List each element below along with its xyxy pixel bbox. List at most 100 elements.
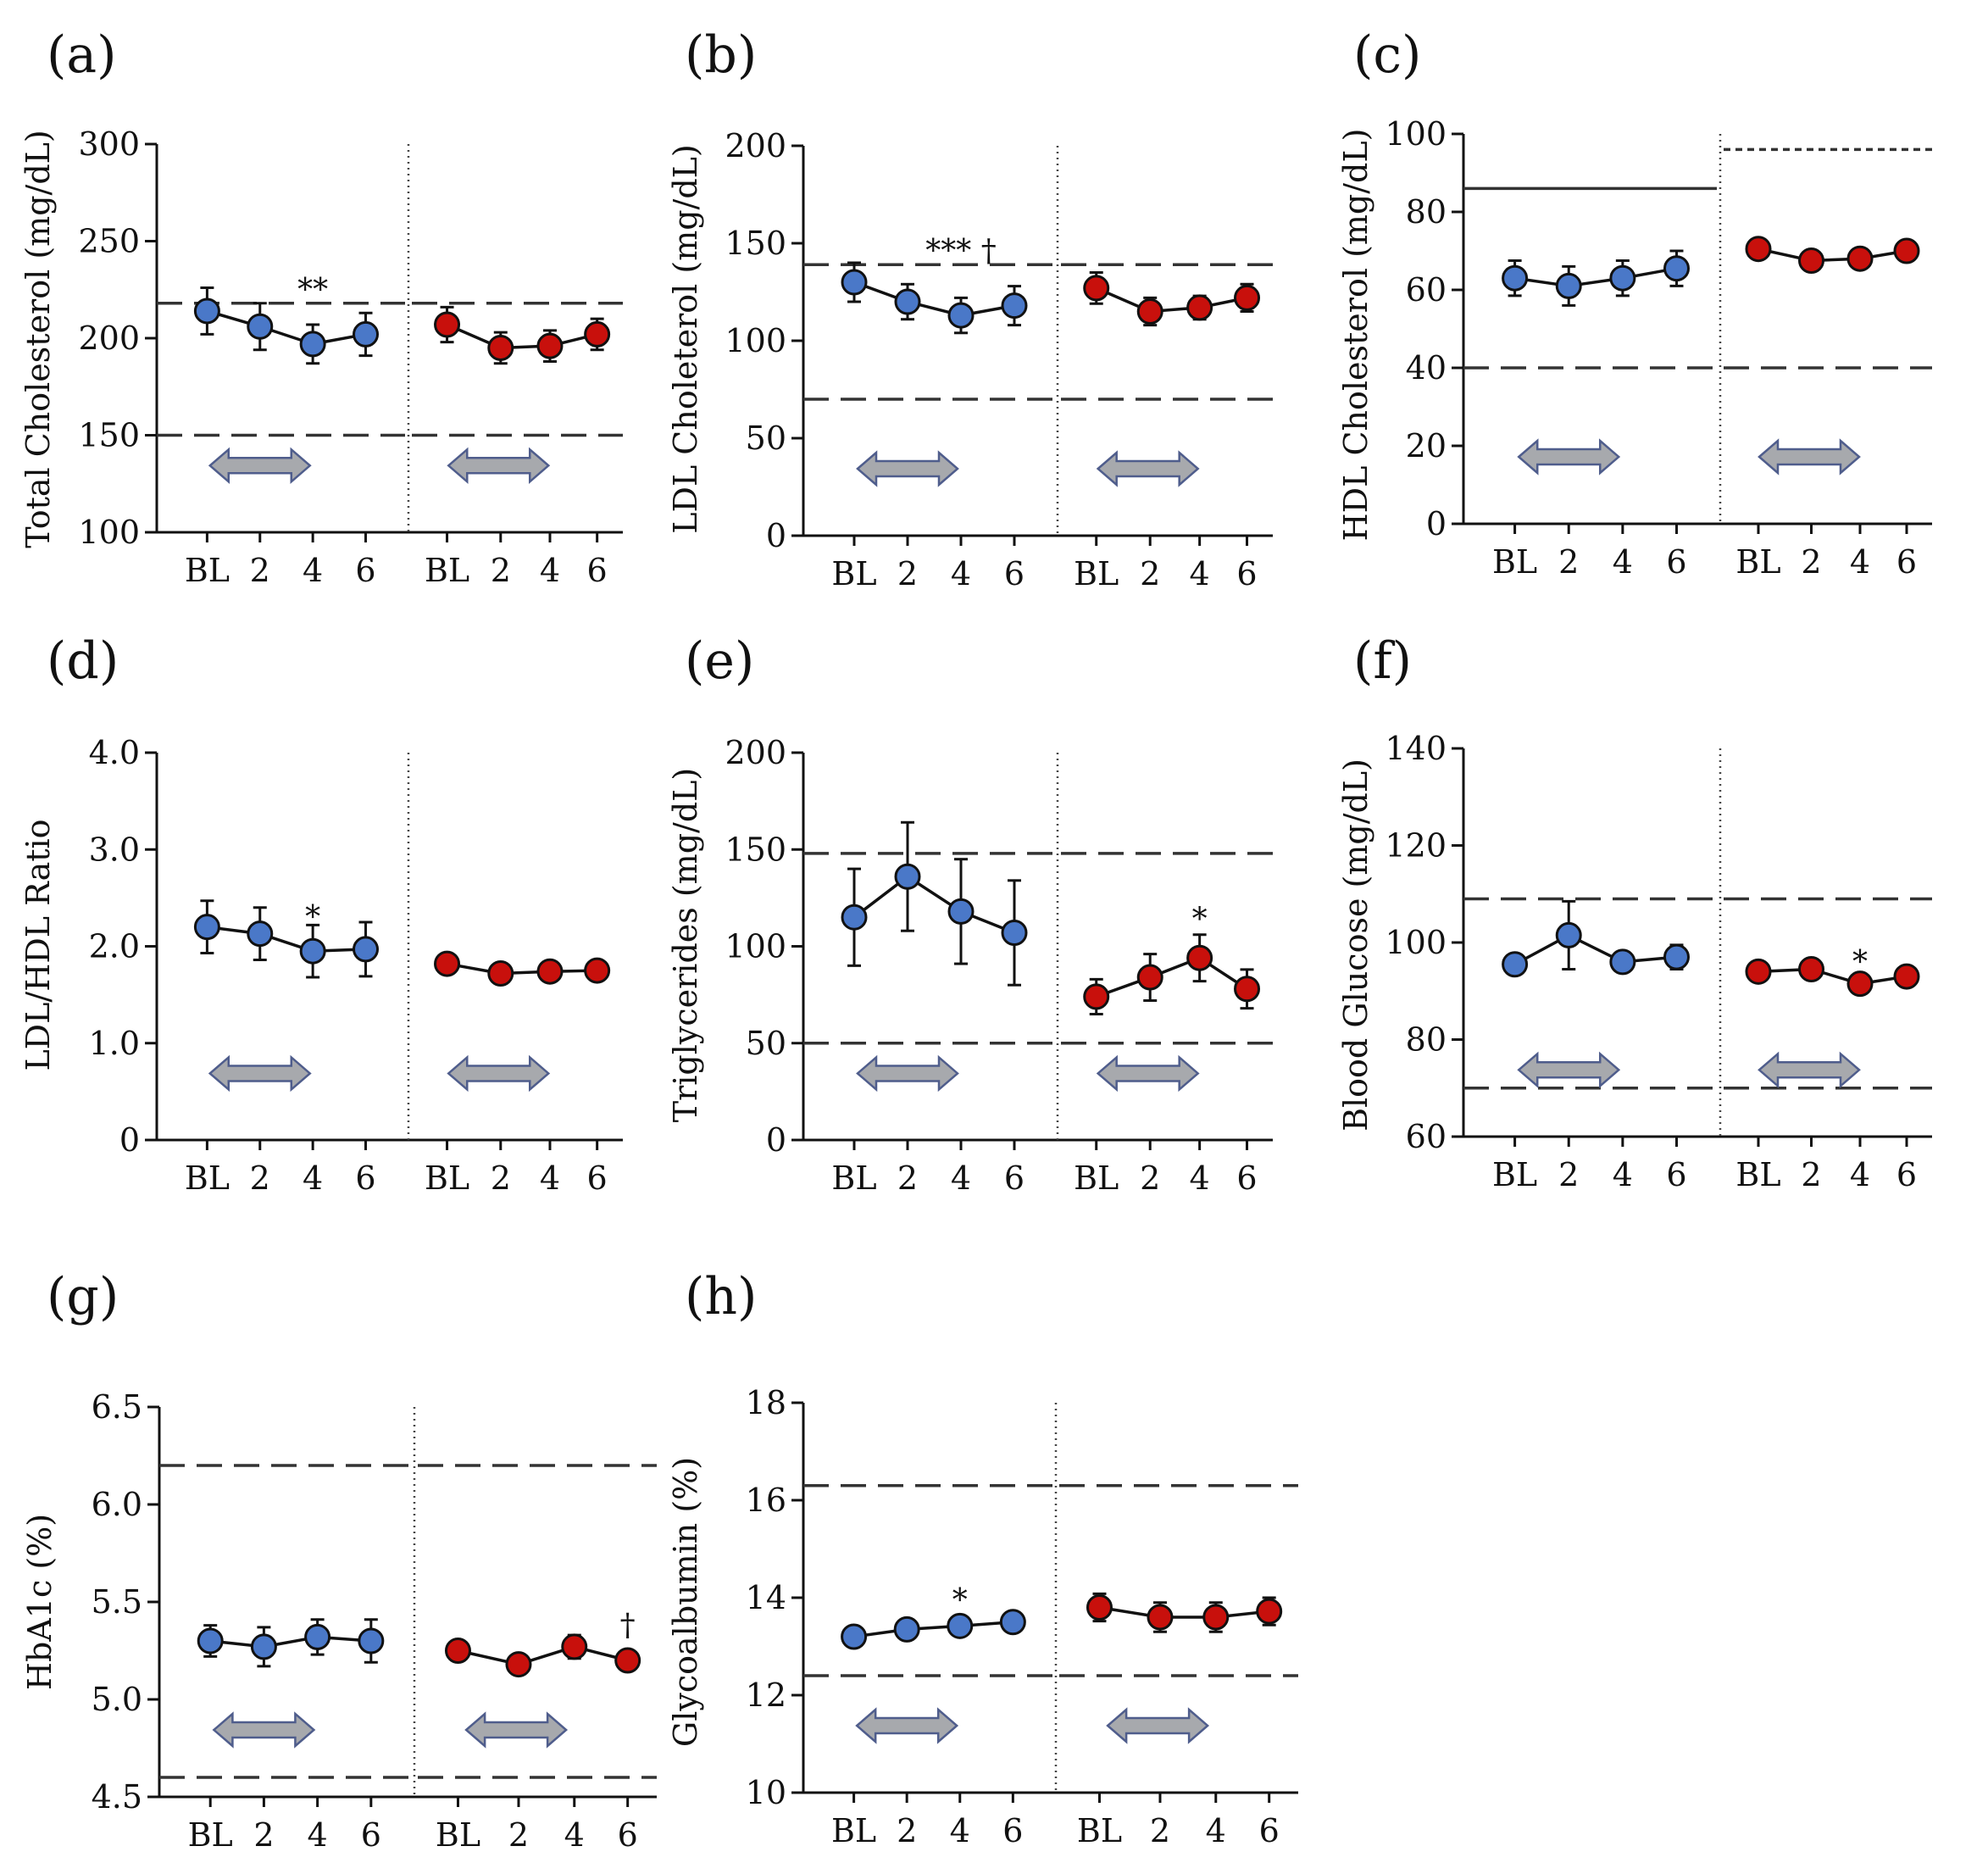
y-tick-label: 1.0 xyxy=(89,1025,140,1062)
series-line xyxy=(853,281,1015,317)
x-tick-label: BL xyxy=(831,1159,876,1197)
data-point xyxy=(841,1623,868,1650)
x-tick-label: BL xyxy=(1077,1812,1122,1849)
x-tick-label: BL xyxy=(1492,543,1537,581)
data-point xyxy=(197,1627,224,1654)
significance-mark: * xyxy=(1852,945,1868,980)
data-point xyxy=(1846,245,1874,272)
x-tick-label: 2 xyxy=(897,1159,918,1197)
data-point xyxy=(1234,976,1261,1003)
series-line xyxy=(1099,1605,1269,1619)
significance-mark: ** xyxy=(297,273,328,308)
series-line xyxy=(1758,247,1907,263)
x-tick-label: 4 xyxy=(951,555,971,592)
x-tick-label: 2 xyxy=(508,1816,529,1854)
series-line xyxy=(1513,933,1677,966)
x-tick-label: 2 xyxy=(897,555,918,592)
x-tick-label: BL xyxy=(185,552,230,589)
y-tick-label: 100 xyxy=(78,514,140,551)
y-tick-label: 100 xyxy=(725,322,786,359)
data-point xyxy=(247,313,274,340)
y-tick-label: 200 xyxy=(78,320,140,357)
y-tick-label: 150 xyxy=(725,225,786,262)
data-point xyxy=(487,959,514,987)
x-tick-label: 6 xyxy=(1259,1812,1280,1849)
data-point xyxy=(1609,948,1636,976)
y-tick-label: 300 xyxy=(78,125,140,163)
y-tick-label: 200 xyxy=(725,127,786,164)
data-point xyxy=(536,332,564,359)
x-tick-label: 4 xyxy=(1850,543,1870,581)
x-tick-label: 6 xyxy=(587,1159,608,1197)
x-tick-label: 2 xyxy=(253,1816,274,1854)
series-line xyxy=(1758,967,1907,986)
data-point xyxy=(1555,921,1582,948)
x-tick-label: BL xyxy=(436,1816,480,1854)
y-tick-label: 5.5 xyxy=(92,1583,142,1621)
panel-letter: (g) xyxy=(47,1267,119,1326)
x-tick-label: 4 xyxy=(950,1812,970,1849)
x-tick-label: 6 xyxy=(355,552,375,589)
x-tick-label: 2 xyxy=(1140,555,1160,592)
x-tick-label: BL xyxy=(185,1159,230,1197)
y-tick-label: 0 xyxy=(119,1121,140,1159)
data-point xyxy=(1663,943,1690,970)
data-point xyxy=(1502,951,1529,978)
series-line xyxy=(853,1621,1013,1638)
x-tick-label: 2 xyxy=(1801,543,1821,581)
series-line xyxy=(210,1635,371,1649)
intervention-arrow xyxy=(212,1711,316,1749)
data-point xyxy=(193,914,220,941)
significance-mark: * xyxy=(305,900,320,935)
y-tick-label: 6.5 xyxy=(92,1388,142,1426)
y-tick-label: 140 xyxy=(1385,730,1447,767)
x-tick-label: BL xyxy=(425,552,469,589)
intervention-arrow xyxy=(856,450,959,487)
data-point xyxy=(444,1638,471,1664)
y-tick-label: 150 xyxy=(78,417,140,454)
y-tick-label: 18 xyxy=(746,1384,786,1421)
series-line xyxy=(447,962,597,976)
series-line xyxy=(446,323,598,350)
intervention-arrow xyxy=(208,447,312,485)
panel-letter: (f) xyxy=(1353,631,1412,691)
panel-b: (b) LDL Choleterol (mg/dL) 0 50 100 150 200 BL 2… xyxy=(667,25,1273,592)
data-point xyxy=(1745,236,1772,263)
panel-letter: (d) xyxy=(47,631,119,691)
x-tick-label: 6 xyxy=(1666,1156,1686,1193)
data-point xyxy=(299,331,326,358)
y-tick-label: 50 xyxy=(746,420,786,457)
data-point xyxy=(1798,247,1824,274)
y-tick-label: 5.0 xyxy=(92,1681,142,1718)
series-line xyxy=(852,875,1015,935)
data-point xyxy=(1083,983,1110,1010)
x-tick-label: 6 xyxy=(1002,1812,1023,1849)
x-tick-label: 4 xyxy=(1206,1812,1226,1849)
data-point xyxy=(250,1633,277,1660)
data-point xyxy=(1186,294,1213,321)
data-point xyxy=(487,334,514,361)
data-point xyxy=(353,936,380,963)
intervention-arrow xyxy=(1096,1054,1200,1093)
data-point xyxy=(561,1633,588,1660)
x-tick-label: 6 xyxy=(587,552,608,589)
x-tick-label: BL xyxy=(1492,1156,1537,1193)
data-point xyxy=(1893,237,1920,264)
y-tick-label: 60 xyxy=(1406,1118,1447,1155)
y-tick-label: 14 xyxy=(746,1579,786,1616)
y-tick-label: 0 xyxy=(1426,505,1447,542)
panel-letter: (a) xyxy=(47,25,117,85)
data-point xyxy=(353,320,380,348)
x-tick-label: 2 xyxy=(250,552,270,589)
x-tick-label: BL xyxy=(425,1159,469,1197)
intervention-arrow xyxy=(855,1707,959,1744)
panel-g: (g)HbA1c (%)4.55.05.56.06.5BL 2 4 6 BL 2 4 6† xyxy=(21,1267,657,1854)
x-tick-label: 6 xyxy=(618,1816,638,1854)
data-point xyxy=(893,1615,920,1643)
series-line xyxy=(1096,956,1248,998)
y-axis-label: Blood Glucose (mg/dL) xyxy=(1337,759,1374,1132)
data-point xyxy=(841,904,868,931)
series-line xyxy=(1514,266,1677,288)
x-tick-label: 6 xyxy=(1666,543,1686,581)
x-tick-label: 4 xyxy=(564,1816,585,1854)
